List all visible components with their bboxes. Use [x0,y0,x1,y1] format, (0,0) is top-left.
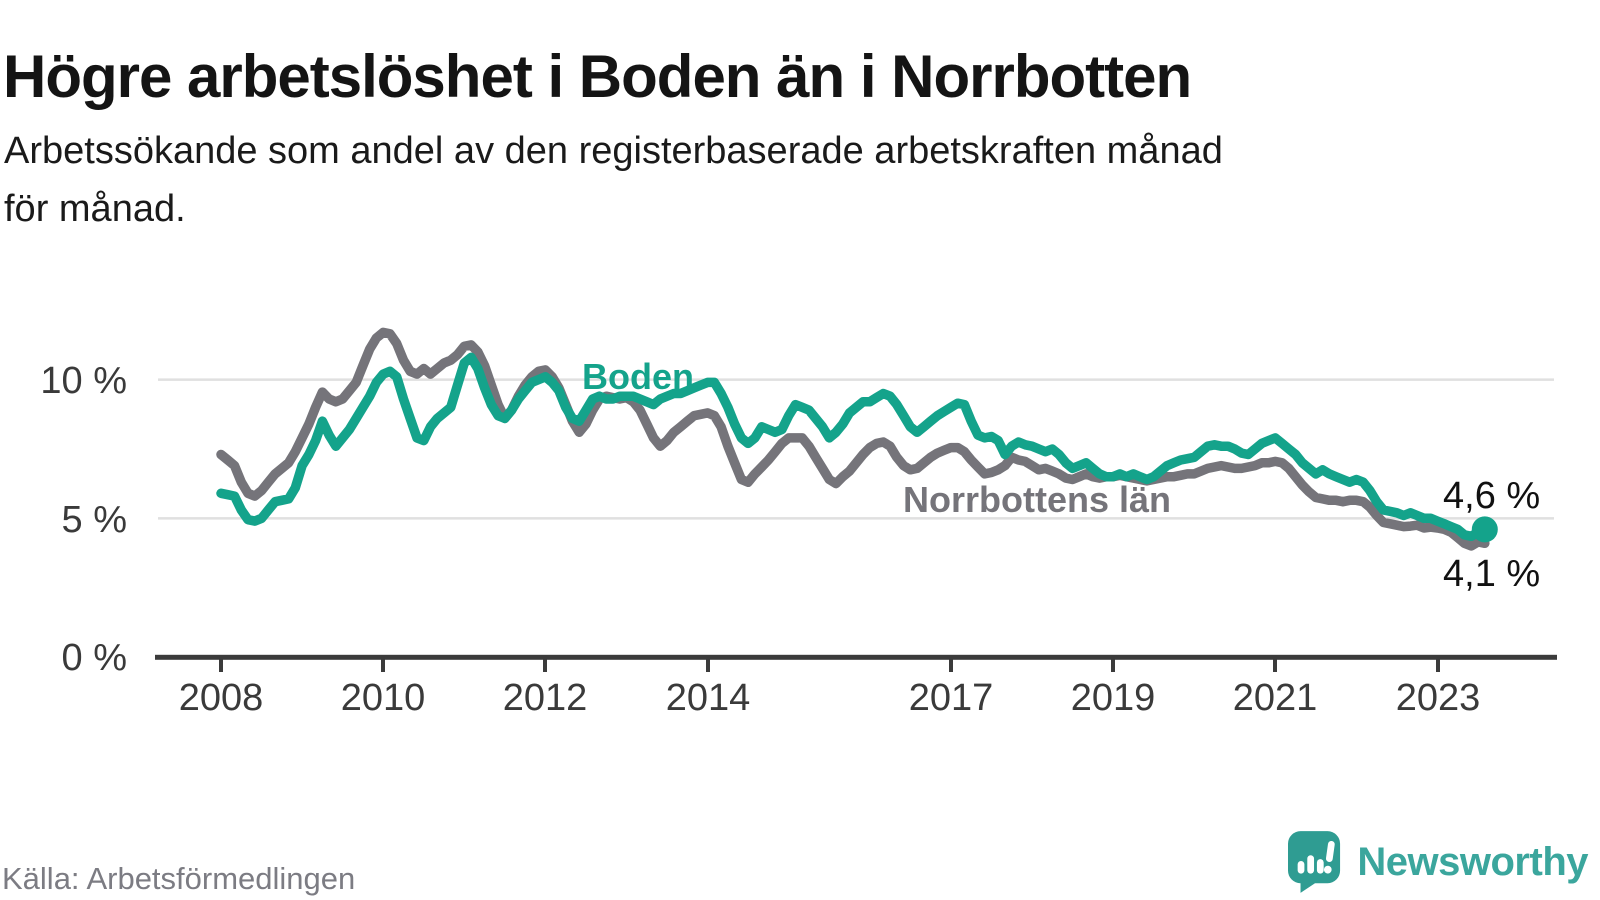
x-tick-label-2023: 2023 [1396,677,1481,719]
x-tick-2023 [1436,659,1440,672]
newsworthy-wordmark: Newsworthy [1357,839,1588,884]
gridline-5pct [158,517,1554,520]
newsworthy-brand: Newsworthy [1288,830,1588,894]
x-tick-label-2021: 2021 [1233,677,1318,719]
gridlines [158,378,1554,520]
logo-bar-1 [1298,861,1305,874]
x-axis-line [155,654,1557,660]
newsworthy-logo-icon [1288,831,1341,893]
logo-bar-2 [1307,855,1315,874]
annotation-norrbotten-value: 4,1 % [1443,553,1540,595]
series-label-norrbotten: Norrbottens län [903,479,1171,520]
x-tick-label-2012: 2012 [503,677,588,719]
logo-bar-3 [1317,859,1325,874]
series-label-boden: Boden [582,356,694,397]
line-boden [216,352,1490,542]
y-axis: 10 % 5 % 0 % [40,360,127,679]
annotation-boden-value: 4,6 % [1443,475,1540,517]
page-subtitle-line2: för månad. [4,188,186,230]
logo-exclamation [1324,840,1336,874]
series-lines [216,327,1490,551]
x-tick-label-2014: 2014 [666,677,751,719]
x-tick-label-2019: 2019 [1071,677,1156,719]
page-subtitle-line1: Arbetssökande som andel av den registerb… [4,130,1223,172]
x-tick-2017 [949,659,953,672]
boden-endpoint-dot [1471,516,1498,543]
line-norrbottens-lan [216,327,1490,551]
x-tick-2008 [219,659,223,672]
y-tick-label-5: 5 % [62,499,127,541]
x-tick-2012 [543,659,547,672]
page-subtitle: Arbetssökande som andel av den registerb… [4,122,1544,238]
x-tick-label-2017: 2017 [909,677,994,719]
x-tick-label-2008: 2008 [179,677,264,719]
x-tick-2010 [381,659,385,672]
source-note: Källa: Arbetsförmedlingen [2,861,356,896]
x-axis: 2008 2010 2012 2014 2017 2019 2021 2023 [179,659,1481,719]
y-tick-label-0: 0 % [62,637,127,679]
y-tick-label-10: 10 % [40,360,127,402]
gridline-10pct [158,378,1554,381]
x-tick-2014 [706,659,710,672]
x-tick-2019 [1111,659,1115,672]
x-tick-label-2010: 2010 [341,677,426,719]
x-tick-2021 [1273,659,1277,672]
page-title: Högre arbetslöshet i Boden än i Norrbott… [3,43,1192,111]
